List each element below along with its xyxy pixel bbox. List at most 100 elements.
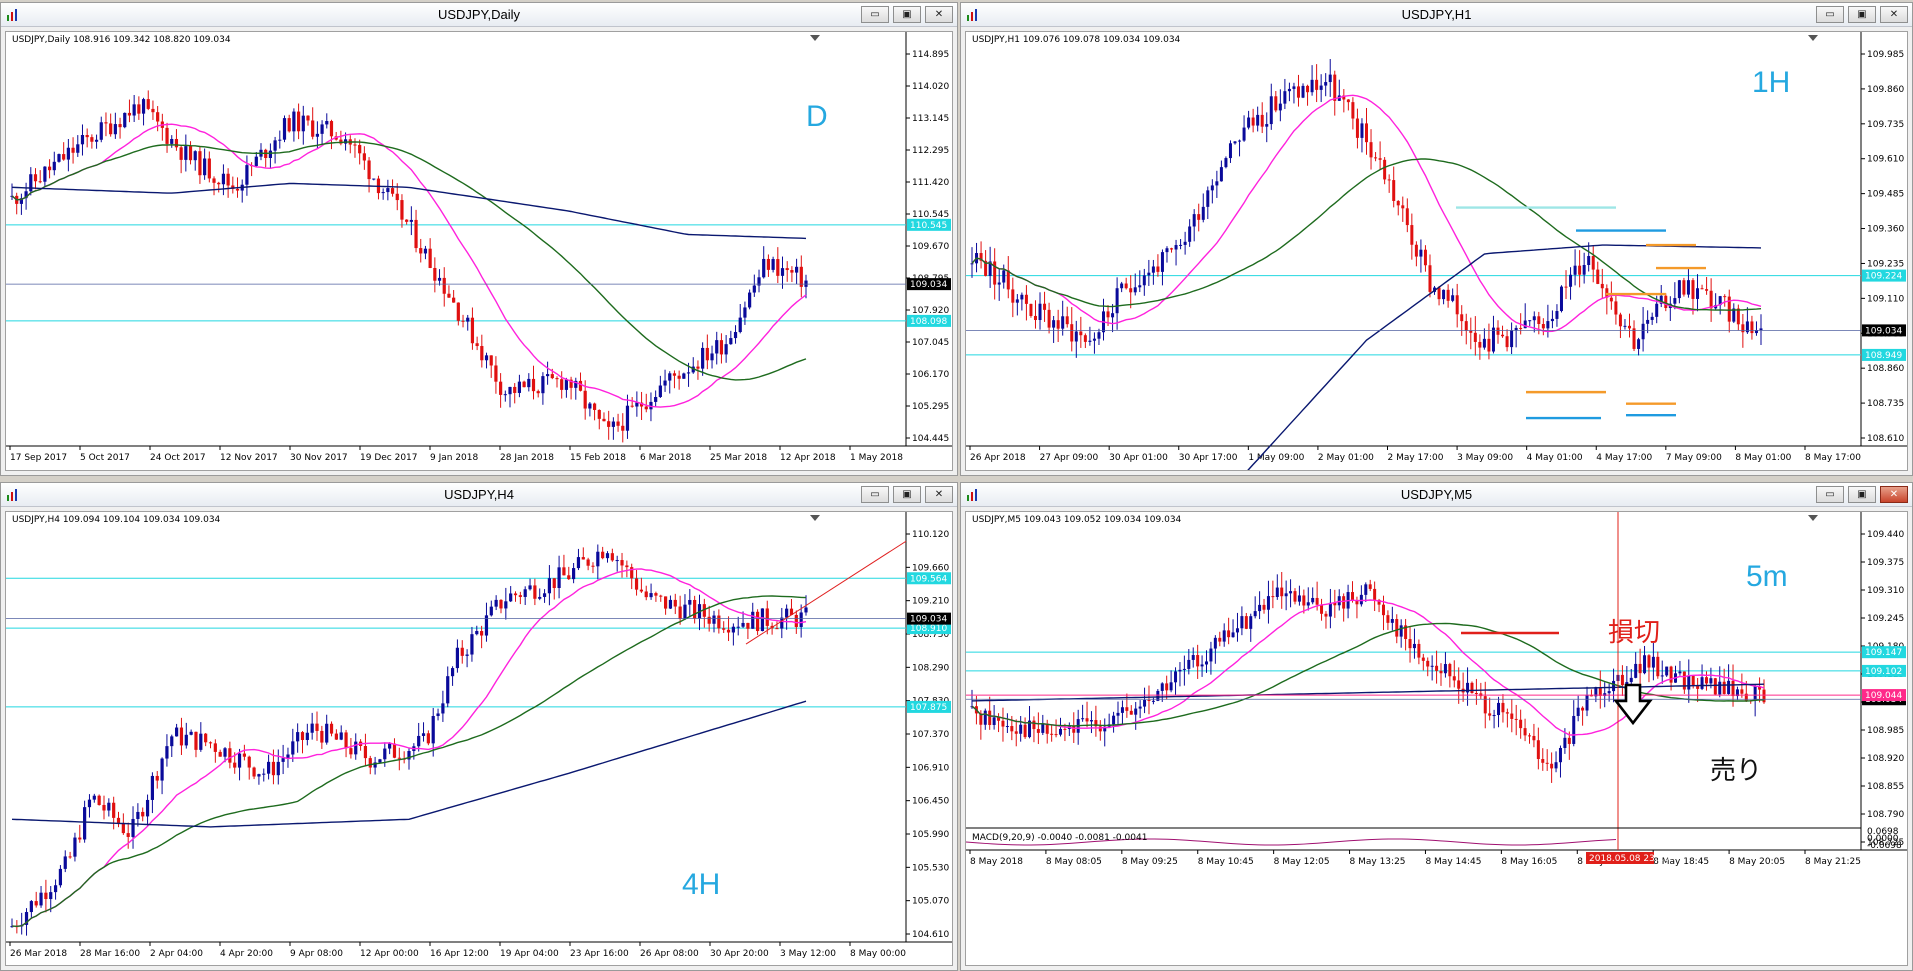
time-tick-label: 30 Apr 20:00 [710,949,769,959]
candle-body [712,615,716,624]
candle-body [1731,680,1735,697]
candle-body [1387,179,1391,181]
chart-window-m5[interactable]: USDJPY,M5 ▭ ▣ ✕ 109.440 109.375 109.310 109… [960,482,1913,971]
window-title: USDJPY,M5 [1400,487,1473,502]
close-button[interactable]: ✕ [1880,6,1908,23]
candle-body [1143,699,1147,707]
window-titlebar[interactable]: USDJPY,M5 ▭ ▣ ✕ [961,483,1912,507]
candle-body [1587,256,1591,266]
candle-body [80,135,85,145]
one-click-trading-arrow-icon[interactable] [810,35,820,41]
candle-body [1735,689,1739,697]
price-chart-h1[interactable]: 109.985 109.860 109.735 109.610 109.485 109.3… [965,31,1908,471]
candle-body [372,178,376,180]
candle-body [1187,659,1191,669]
price-chart-h4[interactable]: 110.120 109.660 109.210 108.750 108.290 107.8… [5,511,953,966]
candle-body [1487,338,1491,352]
window-titlebar[interactable]: USDJPY,H1 ▭ ▣ ✕ [961,3,1912,27]
candle-body [247,756,251,768]
price-chart-daily[interactable]: 114.895 114.020 113.145 112.295 111.420 110.5… [5,31,953,471]
candle-body [719,340,724,355]
candle-body [1112,715,1116,725]
cursor-time-tag [1586,852,1654,864]
candle-body [1052,320,1056,328]
restore-button[interactable]: ▣ [1848,6,1876,23]
candle-body [1074,331,1078,342]
chart-window-h1[interactable]: USDJPY,H1 ▭ ▣ ✕ 109.985 109.860 109.735 109… [960,2,1913,476]
candle-body [29,901,33,913]
candle-body [1576,707,1580,716]
candle-body [1736,308,1740,325]
candle-body [218,751,222,757]
candle-body [90,137,94,142]
one-click-trading-arrow-icon[interactable] [810,515,820,521]
candle-body [257,774,261,777]
candle-body [731,626,735,633]
candle-body [94,139,99,142]
candle-body [1607,691,1611,694]
candle-body [262,773,266,775]
candle-body [1464,321,1468,331]
candle-body [245,165,249,185]
candle-body [1555,311,1559,319]
minimize-button[interactable]: ▭ [1816,486,1844,503]
candle-body [654,396,658,402]
candle-body [799,612,803,627]
candle-body [736,626,740,628]
time-tick-label: 8 May 00:00 [850,949,906,959]
candle-body [1182,668,1186,670]
one-click-trading-arrow-icon[interactable] [1808,35,1818,41]
chart-window-h4[interactable]: USDJPY,H4 ▭ ▣ ✕ 110.120 109.660 109.210 108… [0,482,958,971]
candle-body [1496,327,1500,335]
candlestick-plot[interactable]: 109.985 109.860 109.735 109.610 109.485 109.3… [966,32,1908,471]
candle-body [621,425,625,431]
restore-button[interactable]: ▣ [893,6,921,23]
price-chart-m5[interactable]: 109.440109.375109.310109.245109.180109.1… [965,511,1908,966]
candle-body [1598,687,1602,696]
minimize-button[interactable]: ▭ [1816,6,1844,23]
candle-body [151,108,155,113]
candlestick-plot[interactable]: 114.895 114.020 113.145 112.295 111.420 110.5… [6,32,953,471]
candle-body [407,750,411,760]
candle-body [1200,664,1204,667]
candle-body [362,153,366,161]
candle-body [1097,332,1101,339]
candle-body [146,99,150,109]
candle-body [198,151,202,176]
close-button[interactable]: ✕ [925,6,953,23]
candle-body [649,593,653,598]
candle-body [1473,332,1477,342]
one-click-trading-arrow-icon[interactable] [1808,515,1818,521]
minimize-button[interactable]: ▭ [861,6,889,23]
price-tick-label: 109.735 [1867,120,1904,130]
minimize-button[interactable]: ▭ [861,486,889,503]
price-tick-label: 107.370 [912,730,949,740]
candle-body [1419,249,1423,257]
candle-body [1033,315,1037,321]
candlestick-plot[interactable]: 110.120 109.660 109.210 108.750 108.290 107.8… [6,512,953,966]
candle-body [456,302,460,321]
candle-body [175,727,179,737]
restore-button[interactable]: ▣ [1848,486,1876,503]
restore-button[interactable]: ▣ [893,486,921,503]
candle-body [49,892,53,900]
candle-body [242,753,246,757]
time-tick-label: 30 Apr 01:00 [1109,453,1168,463]
candlestick-plot[interactable]: 109.440109.375109.310109.245109.180109.1… [966,512,1908,966]
candle-body [113,124,117,135]
close-button[interactable]: ✕ [1880,486,1908,503]
chart-window-daily[interactable]: USDJPY,Daily ▭ ▣ ✕ 114.895 114.020 113.145… [0,2,958,476]
window-titlebar[interactable]: USDJPY,Daily ▭ ▣ ✕ [1,3,957,27]
candle-body [616,421,620,426]
candle-body [602,418,606,422]
time-tick-label: 8 May 01:00 [1735,453,1791,463]
chart-window-icon [7,489,17,501]
price-tick-label: 112.295 [912,146,949,156]
candle-body [426,733,430,744]
candle-body [1319,85,1323,90]
close-button[interactable]: ✕ [925,486,953,503]
candle-body [1191,655,1195,660]
candle-body [1364,584,1368,595]
window-titlebar[interactable]: USDJPY,H4 ▭ ▣ ✕ [1,483,957,507]
candle-body [1106,311,1110,318]
